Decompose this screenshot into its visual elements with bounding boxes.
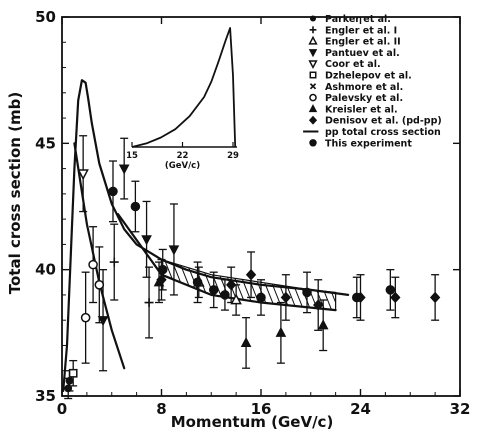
point-this-experiment bbox=[130, 201, 141, 212]
y-axis-label: Total cross section (mb) bbox=[6, 92, 24, 294]
y-tick-label: 50 bbox=[35, 8, 56, 26]
point-palevsky-et-al bbox=[80, 312, 91, 323]
legend-label: Engler et al. I bbox=[325, 25, 397, 36]
inset-x-label: (GeV/c) bbox=[165, 161, 200, 171]
legend-marker bbox=[308, 115, 318, 125]
point-pantuev-et-al bbox=[97, 316, 109, 327]
point-this-experiment bbox=[256, 292, 266, 303]
point-engler-et-al-i bbox=[109, 257, 119, 267]
point-kreisler-et-al bbox=[317, 319, 329, 330]
legend-label: Ashmore et al. bbox=[325, 82, 403, 93]
point-palevsky-et-al bbox=[94, 280, 105, 290]
point-pantuev-et-al bbox=[118, 164, 130, 175]
point-denisov-et-al-pd-pp bbox=[245, 269, 257, 281]
point-denisov-et-al-pd-pp bbox=[280, 291, 292, 304]
inset-tick-label: 22 bbox=[177, 151, 189, 161]
legend-marker bbox=[309, 139, 317, 147]
point-coor-et-al bbox=[77, 169, 89, 181]
point-this-experiment bbox=[302, 287, 312, 298]
inset-plot: 15 22 29 (GeV/c) bbox=[126, 27, 239, 171]
x-ticks: 0 8 16 24 32 bbox=[57, 17, 471, 418]
point-pantuev-et-al bbox=[168, 245, 180, 256]
x-tick-label: 8 bbox=[156, 400, 166, 418]
point-denisov-et-al-pd-pp bbox=[390, 291, 401, 304]
point-this-experiment bbox=[385, 285, 396, 295]
inset-curve bbox=[131, 27, 237, 148]
inset-tick-label: 29 bbox=[227, 151, 239, 161]
point-denisov-et-al-pd-pp bbox=[313, 299, 324, 311]
point-kreisler-et-al bbox=[240, 336, 252, 348]
legend-label: Dzhelepov et al. bbox=[325, 71, 412, 82]
data-points bbox=[64, 164, 441, 393]
point-this-experiment bbox=[108, 186, 118, 197]
point-parker-et-al bbox=[65, 376, 74, 385]
point-this-experiment bbox=[192, 277, 203, 288]
point-dzhelepov-et-al bbox=[68, 368, 78, 378]
legend-marker bbox=[309, 71, 317, 79]
legend-label: Kreisler et al. bbox=[325, 104, 398, 115]
curve bbox=[62, 79, 350, 392]
point-engler-et-al-ii bbox=[230, 293, 242, 305]
legend-marker bbox=[308, 60, 318, 70]
point-denisov-et-al-pd-pp bbox=[429, 291, 441, 304]
x-tick-label: 32 bbox=[450, 400, 471, 418]
hatch-line bbox=[360, 240, 390, 315]
point-kreisler-et-al bbox=[275, 326, 287, 337]
point-palevsky-et-al bbox=[88, 259, 98, 270]
legend-label: Engler et al. II bbox=[325, 37, 401, 48]
legend-marker bbox=[309, 83, 317, 90]
legend-marker bbox=[308, 104, 318, 113]
point-this-experiment bbox=[220, 290, 230, 300]
legend-marker bbox=[309, 26, 317, 34]
curves bbox=[62, 79, 350, 392]
y-tick-label: 35 bbox=[35, 387, 56, 405]
legend-marker bbox=[309, 93, 317, 102]
legend-label: pp total cross section bbox=[325, 127, 441, 138]
hatch-line bbox=[177, 259, 208, 311]
point-this-experiment bbox=[157, 264, 168, 275]
y-tick-label: 40 bbox=[35, 261, 56, 279]
point-parker-et-al bbox=[64, 384, 73, 393]
point-this-experiment bbox=[351, 292, 362, 303]
legend-label: Coor et al. bbox=[325, 59, 381, 70]
x-tick-label: 0 bbox=[57, 400, 67, 418]
legend-label: Parker et al. bbox=[325, 14, 391, 25]
point-this-experiment bbox=[208, 285, 219, 295]
legend-marker bbox=[309, 15, 317, 22]
y-tick-label: 45 bbox=[35, 134, 56, 152]
legend-label: Denisov et al. (pd-pp) bbox=[325, 116, 442, 127]
point-denisov-et-al-pd-pp bbox=[156, 274, 167, 286]
legend-label: Palevsky et al. bbox=[325, 93, 403, 104]
x-axis-label: Momentum (GeV/c) bbox=[171, 413, 334, 431]
inset-tick-label: 15 bbox=[126, 151, 138, 161]
x-tick-label: 16 bbox=[251, 400, 272, 418]
y-ticks: 35 40 45 50 bbox=[35, 8, 460, 405]
point-pantuev-et-al bbox=[141, 235, 152, 246]
x-tick-label: 24 bbox=[350, 400, 371, 418]
legend-marker bbox=[308, 49, 318, 58]
point-denisov-et-al-pd-pp bbox=[225, 279, 237, 291]
legend-label: This experiment bbox=[325, 138, 412, 149]
legend-label: Pantuev et al. bbox=[325, 48, 400, 59]
legend-marker bbox=[308, 35, 318, 45]
point-engler-et-al-i bbox=[144, 298, 154, 308]
